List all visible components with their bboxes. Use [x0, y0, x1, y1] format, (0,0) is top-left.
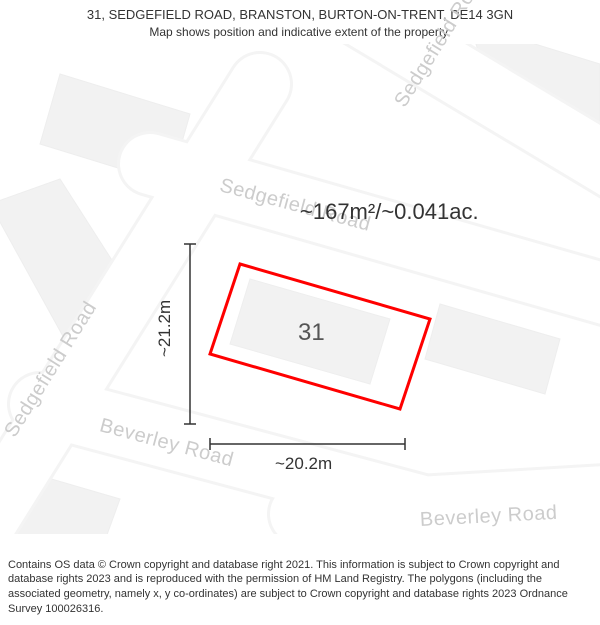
- dim-width-label: ~20.2m: [275, 454, 332, 474]
- map-subtitle: Map shows position and indicative extent…: [10, 24, 590, 41]
- copyright-footer: Contains OS data © Crown copyright and d…: [0, 552, 600, 625]
- header: 31, SEDGEFIELD ROAD, BRANSTON, BURTON-ON…: [0, 0, 600, 45]
- property-number: 31: [298, 319, 325, 347]
- dim-height-label: ~21.2m: [155, 300, 175, 357]
- map-area: Sedgefield Road Sedgefield Road Sedgefie…: [0, 44, 600, 534]
- area-label: ~167m²/~0.041ac.: [300, 199, 479, 225]
- address-title: 31, SEDGEFIELD ROAD, BRANSTON, BURTON-ON…: [10, 6, 590, 24]
